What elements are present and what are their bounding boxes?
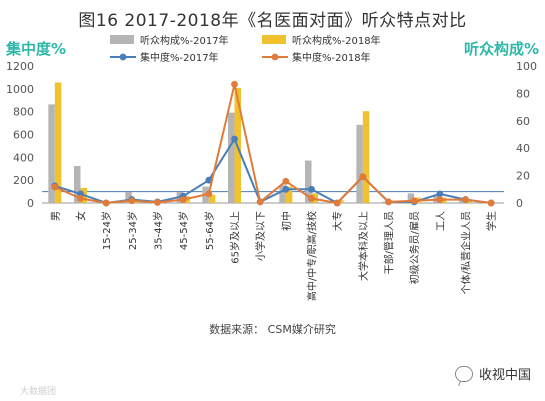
bar-2017 [407,193,415,203]
category-label: 15-24岁 [100,211,113,250]
bar-2018 [465,200,472,203]
line-point-2018 [77,195,84,202]
category-label: 初中 [280,211,293,231]
line-point-2017 [436,190,444,198]
category-label: 小学及以下 [254,211,267,261]
brand-mark: 收视中国 [454,364,531,383]
right-tick-label: 20 [516,170,530,183]
left-tick-label: 0 [27,197,34,210]
line-point-2018 [231,80,238,88]
bar-2018 [285,186,293,203]
line-series-2018 [54,84,492,205]
category-label: 25-34岁 [126,211,139,250]
legend-marker [119,53,127,61]
line-point-2018 [102,199,110,207]
brand-label: 收视中国 [478,368,531,383]
legend-marker [271,53,279,61]
source-note: 数据来源： CSM媒介研究 [209,323,336,336]
legend-label: 听众构成%-2018年 [292,34,381,47]
category-label: 初级公务员/雇员 [408,211,421,284]
category-label: 高中/中专/职高/技校 [306,211,319,301]
left-axis-title: 集中度% [5,40,66,58]
bar-2017 [228,112,235,203]
category-label: 55-64岁 [203,211,216,250]
bar-2017 [279,185,286,203]
legend-label: 集中度%-2018年 [292,51,371,64]
left-tick-label: 800 [13,106,34,119]
line-point-2018 [436,196,444,203]
line-point-2018 [205,190,213,198]
legend-swatch [110,35,134,44]
bar-2018 [208,194,216,203]
line-point-2018 [385,198,392,206]
right-tick-label: 40 [516,142,530,155]
legend-label: 听众构成%-2017年 [140,34,229,47]
figure-title: 图16 2017-2018年《名医面对面》听众特点对比 [78,11,467,31]
category-label: 干部/管理人员 [383,211,396,274]
line-point-2018 [51,183,59,191]
right-tick-label: 0 [516,197,523,210]
line-point-2017 [205,176,213,184]
category-label: 35-44岁 [152,211,165,250]
category-label: 男 [50,211,62,221]
plot-area: 集中度% 听众构成% 0 200 400 600 800 1000 1200 0 20 40 60 80 1… [5,34,539,301]
category-label: 女 [75,211,88,221]
category-label: 65岁及以上 [229,211,242,264]
line-point-2017 [308,185,315,193]
bar-2018 [337,200,344,203]
left-tick-label: 400 [13,151,34,164]
right-tick-label: 100 [516,60,537,73]
line-series-2017 [54,136,492,205]
left-tick-label: 600 [13,129,34,142]
line-point-2018 [154,199,161,206]
bar-2018 [54,82,62,203]
line-point-2018 [333,199,341,207]
line-point-2017 [282,185,290,193]
line-point-2018 [256,198,264,206]
line-point-2018 [282,177,290,185]
left-tick-label: 1200 [6,60,34,73]
category-label: 个体/私营企业人员 [460,211,473,294]
line-point-2018 [487,199,495,207]
line-point-2018 [128,197,136,205]
category-label: 45-54岁 [177,211,190,250]
bar-2017 [356,124,363,203]
watermark: 大数据团 [20,387,57,397]
line-point-2018 [410,197,418,205]
line-point-2018 [308,195,315,202]
right-axis-title: 听众构成% [464,40,539,58]
category-label: 大专 [331,211,344,231]
category-label: 工人 [435,211,447,231]
chat-bubble-icon [454,365,473,382]
bar-2017 [125,192,132,203]
category-label: 大学本科及以上 [357,211,370,281]
bar-2017 [459,200,466,203]
category-label: 学生 [485,211,498,231]
legend-swatch [262,35,286,44]
right-tick-label: 60 [516,115,530,128]
line-point-2017 [231,135,238,143]
bar-2017 [74,166,81,203]
line-point-2018 [462,196,469,203]
line-point-2018 [359,173,367,181]
bar-2018 [362,111,370,203]
left-tick-label: 200 [13,174,34,187]
legend-label: 集中度%-2017年 [140,51,219,64]
bar-2017 [48,104,55,203]
right-tick-label: 80 [516,87,530,100]
line-point-2018 [179,196,187,203]
bar-2017 [305,160,312,203]
left-tick-label: 1000 [6,83,34,96]
